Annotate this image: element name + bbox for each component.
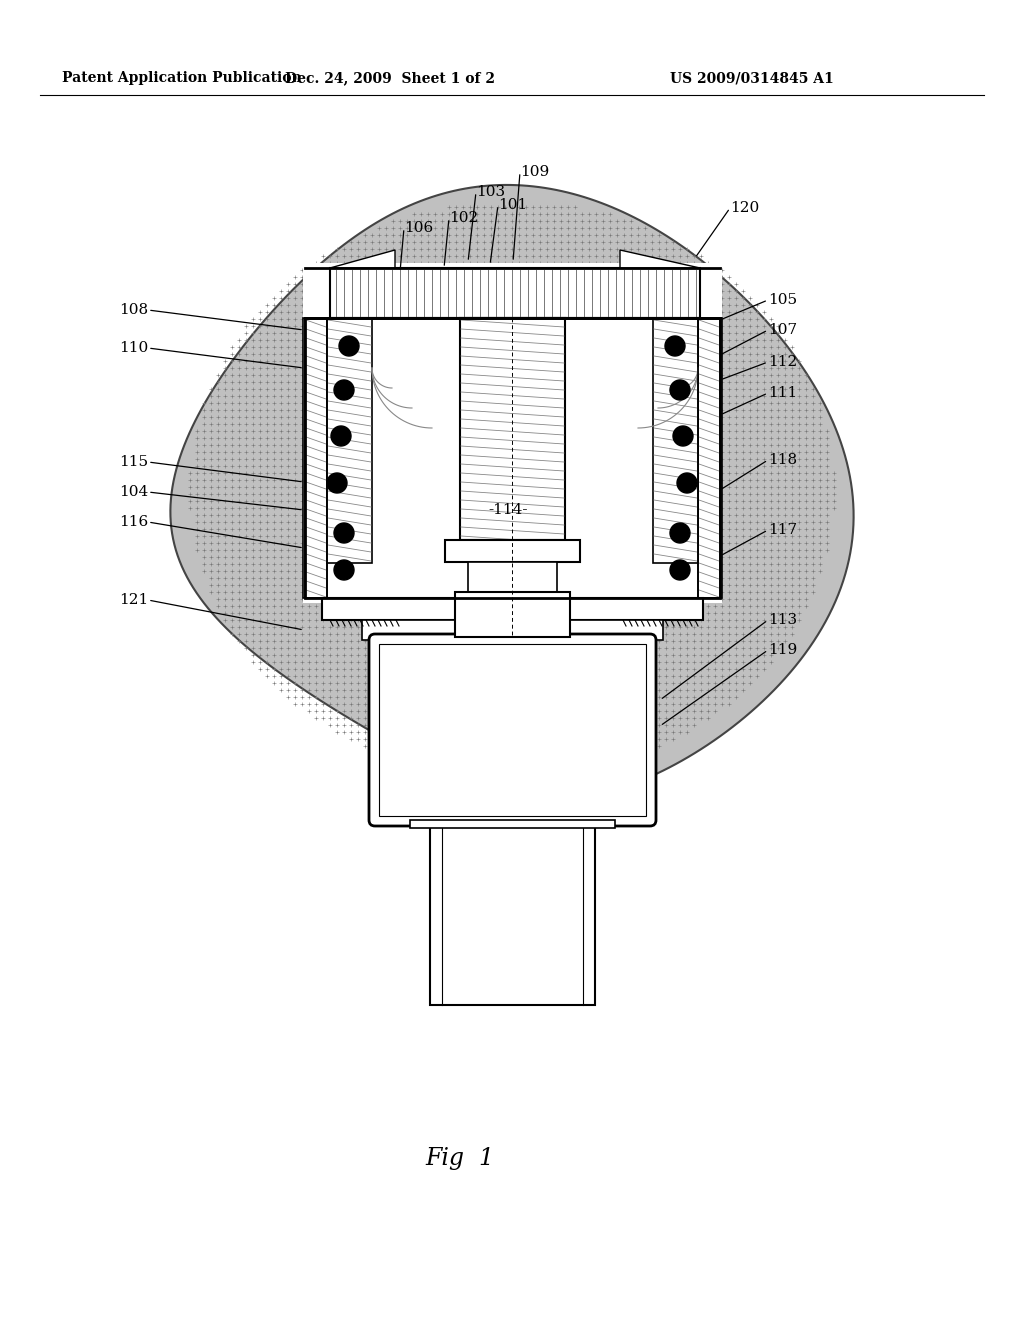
Text: Patent Application Publication: Patent Application Publication: [62, 71, 302, 84]
Circle shape: [334, 560, 354, 579]
Bar: [305, 318, 720, 598]
Text: 110: 110: [119, 341, 148, 355]
Circle shape: [673, 426, 693, 446]
Bar: [698, 318, 720, 598]
Bar: [322, 598, 703, 620]
Bar: [430, 825, 595, 1005]
Text: 105: 105: [768, 293, 797, 308]
Bar: [303, 263, 722, 603]
Circle shape: [327, 473, 347, 492]
Bar: [410, 820, 615, 828]
Text: 120: 120: [730, 201, 759, 215]
Bar: [455, 591, 570, 638]
Text: 112: 112: [768, 355, 798, 370]
Bar: [379, 644, 646, 816]
Bar: [698, 318, 722, 598]
Text: 103: 103: [476, 185, 505, 199]
Text: 119: 119: [768, 643, 798, 657]
Text: 121: 121: [119, 593, 148, 607]
Bar: [445, 540, 580, 562]
Text: -114-: -114-: [488, 503, 527, 517]
Text: Dec. 24, 2009  Sheet 1 of 2: Dec. 24, 2009 Sheet 1 of 2: [285, 71, 495, 84]
Text: 101: 101: [498, 198, 527, 213]
Circle shape: [677, 473, 697, 492]
Text: Fig  1: Fig 1: [426, 1147, 495, 1170]
Text: US 2009/0314845 A1: US 2009/0314845 A1: [670, 71, 834, 84]
Circle shape: [339, 337, 359, 356]
Circle shape: [670, 560, 690, 579]
Circle shape: [334, 523, 354, 543]
Text: 116: 116: [119, 515, 148, 529]
Polygon shape: [620, 249, 700, 268]
Text: 104: 104: [119, 484, 148, 499]
Bar: [362, 620, 663, 640]
Bar: [653, 318, 698, 564]
FancyBboxPatch shape: [369, 634, 656, 826]
Circle shape: [331, 426, 351, 446]
Text: 111: 111: [768, 385, 798, 400]
Polygon shape: [330, 268, 700, 318]
Bar: [303, 318, 327, 598]
Text: 108: 108: [119, 304, 148, 317]
Text: 102: 102: [449, 211, 478, 224]
Circle shape: [670, 523, 690, 543]
Circle shape: [670, 380, 690, 400]
Text: 115: 115: [119, 455, 148, 469]
Text: 109: 109: [520, 165, 549, 180]
Polygon shape: [170, 185, 854, 800]
Text: 117: 117: [768, 523, 797, 537]
Circle shape: [665, 337, 685, 356]
Bar: [370, 635, 655, 1040]
Bar: [327, 318, 372, 564]
Text: 106: 106: [404, 220, 433, 235]
Text: 107: 107: [768, 323, 797, 337]
Bar: [468, 562, 557, 591]
Text: 113: 113: [768, 612, 797, 627]
Text: 118: 118: [768, 453, 797, 467]
Bar: [305, 318, 327, 598]
Circle shape: [334, 380, 354, 400]
Bar: [460, 318, 565, 540]
Polygon shape: [330, 249, 395, 268]
